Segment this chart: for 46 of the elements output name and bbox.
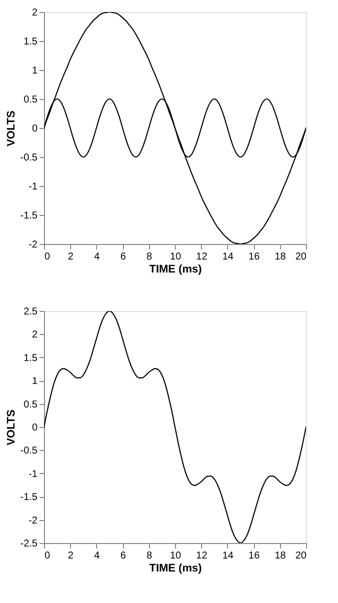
x-tick-label: 6 bbox=[120, 550, 126, 562]
x-tick-label: 20 bbox=[295, 252, 307, 262]
y-tick-label: 0.5 bbox=[24, 399, 38, 410]
x-tick-label: 6 bbox=[120, 252, 126, 262]
y-tick-label: -1 bbox=[28, 468, 38, 480]
y-axis-title: VOLTS bbox=[5, 410, 18, 446]
y-tick-label: 0.5 bbox=[24, 94, 38, 106]
y-tick-label: 1 bbox=[32, 376, 38, 388]
x-tick-label: 14 bbox=[222, 550, 234, 562]
y-tick-label: 1.5 bbox=[24, 352, 38, 364]
x-tick-label: 20 bbox=[295, 550, 307, 562]
x-tick-label: 2 bbox=[68, 252, 74, 262]
x-tick-label: 2 bbox=[68, 550, 74, 562]
y-tick-label: 1 bbox=[32, 66, 38, 76]
y-tick-label: -2 bbox=[28, 240, 38, 250]
x-tick-label: 16 bbox=[248, 252, 260, 262]
y-tick-label: 2.5 bbox=[24, 306, 38, 318]
y-tick-label: -1 bbox=[28, 182, 38, 192]
x-tick-label: 4 bbox=[94, 550, 100, 562]
x-tick-label: 18 bbox=[274, 550, 286, 562]
x-tick-label: 0 bbox=[44, 550, 50, 562]
x-tick-label: 8 bbox=[146, 550, 153, 562]
y-tick-label: -2.5 bbox=[20, 538, 38, 550]
y-tick-label: 0 bbox=[32, 422, 38, 434]
y-tick-label: -0.5 bbox=[20, 446, 38, 457]
x-tick-label: 14 bbox=[222, 252, 234, 262]
y-tick-label: 0 bbox=[32, 124, 38, 134]
x-tick-label: 10 bbox=[170, 252, 182, 262]
x-tick-label: 16 bbox=[248, 550, 260, 562]
y-tick-label: 1.5 bbox=[24, 36, 38, 48]
y-tick-label: 2 bbox=[32, 330, 38, 341]
x-tick-label: 10 bbox=[170, 550, 182, 562]
x-tick-label: 12 bbox=[196, 550, 208, 562]
x-axis-title: TIME (ms) bbox=[149, 264, 202, 276]
x-tick-label: 18 bbox=[274, 252, 286, 262]
x-tick-label: 0 bbox=[44, 252, 50, 262]
y-tick-label: 2 bbox=[32, 8, 38, 18]
y-tick-label: -1.5 bbox=[20, 210, 38, 222]
y-axis-title: VOLTS bbox=[5, 110, 18, 146]
x-tick-label: 4 bbox=[94, 252, 100, 262]
x-tick-label: 8 bbox=[146, 252, 153, 262]
y-tick-label: -0.5 bbox=[20, 152, 38, 164]
x-tick-label: 12 bbox=[196, 252, 208, 262]
x-axis-title: TIME (ms) bbox=[149, 562, 202, 574]
y-tick-label: -1.5 bbox=[20, 492, 38, 504]
y-tick-label: -2 bbox=[28, 515, 38, 526]
